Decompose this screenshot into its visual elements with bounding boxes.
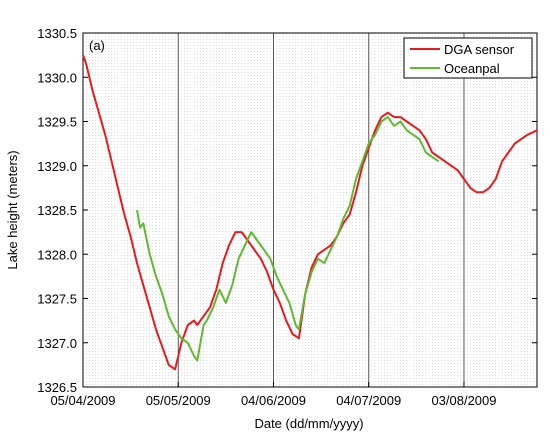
x-axis-title: Date (dd/mm/yyyy) [254,416,363,431]
y-tick-label: 1327.0 [37,336,77,351]
legend-label-dga-sensor: DGA sensor [444,42,515,57]
series-line-oceanpal [136,116,440,362]
x-tick-label: 03/08/2009 [431,393,496,408]
legend-box [403,37,533,79]
grid [82,33,538,387]
y-tick-label: 1327.5 [37,292,77,307]
panel-label: (a) [89,38,105,53]
plot-area-frame [82,32,538,388]
y-tick-label: 1329.5 [37,115,77,130]
series-layer [82,54,538,371]
x-tick-label: 05/04/2009 [50,393,115,408]
legend-label-oceanpal: Oceanpal [444,61,500,76]
y-tick-label: 1330.0 [37,70,77,85]
y-tick-label: 1328.5 [37,203,77,218]
y-tick-label: 1326.5 [37,380,77,395]
legend: DGA sensor Oceanpal [403,37,533,79]
x-tick-label: 04/07/2009 [336,393,401,408]
y-axis-title: Lake height (meters) [5,150,20,269]
y-tick-label: 1328.0 [37,247,77,262]
axes: 05/04/2009 05/05/2009 04/06/2009 04/07/2009… [37,26,537,408]
y-tick-label: 1329.0 [37,159,77,174]
series-line-dga-sensor [82,54,538,371]
y-tick-label: 1330.5 [37,26,77,41]
x-tick-label: 04/06/2009 [241,393,306,408]
x-tick-label: 05/05/2009 [146,393,211,408]
